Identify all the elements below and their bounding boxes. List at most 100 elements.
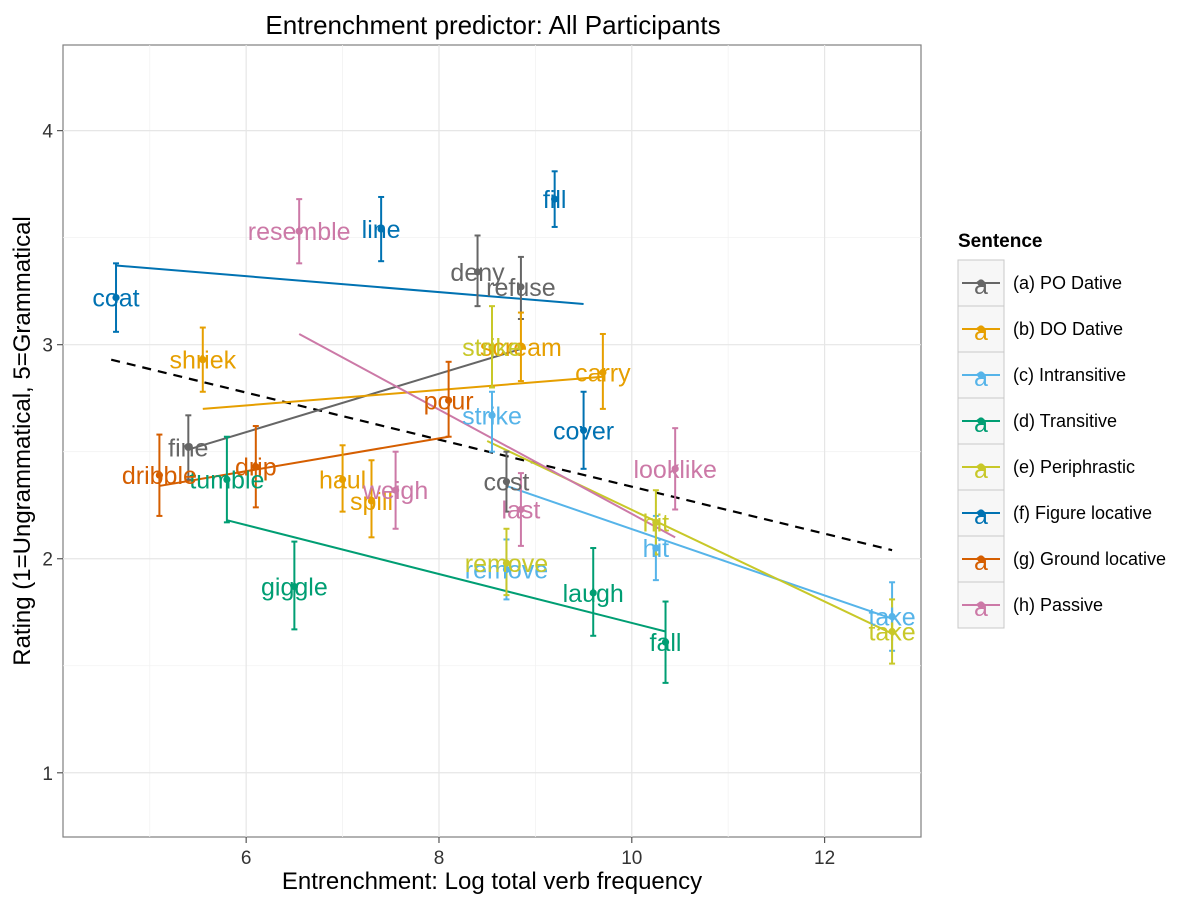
legend-key-glyph: a xyxy=(974,410,988,438)
data-point xyxy=(338,475,347,484)
legend: Sentence a (a) PO Dative a (b) DO Dative a (c… xyxy=(957,231,1166,629)
data-point xyxy=(473,268,482,276)
data-point xyxy=(502,478,511,486)
y-tick-label: 2 xyxy=(42,550,53,571)
data-point xyxy=(155,471,164,479)
point-label: cost xyxy=(484,469,530,497)
y-tick-label: 3 xyxy=(42,336,53,357)
data-point xyxy=(295,227,303,235)
point-label: hit xyxy=(643,509,669,537)
data-point xyxy=(223,475,231,484)
point-label: cover xyxy=(553,417,614,445)
point-label: carry xyxy=(575,360,631,388)
legend-key-glyph: a xyxy=(974,364,988,392)
data-point xyxy=(445,396,453,404)
point-labels: finedenyrefusecostshriekhaulspillscreamc… xyxy=(92,186,915,657)
point-label: fine xyxy=(168,434,208,462)
data-point xyxy=(252,463,260,471)
point-label: weigh xyxy=(362,477,428,505)
point-label: laugh xyxy=(563,580,624,608)
data-point xyxy=(652,518,660,526)
legend-key-point xyxy=(977,509,985,517)
data-point xyxy=(652,544,660,552)
x-tick-label: 8 xyxy=(434,848,445,869)
data-point xyxy=(517,505,525,514)
y-tick-label: 1 xyxy=(42,764,53,785)
point-label: strike xyxy=(462,402,522,430)
data-point xyxy=(517,343,525,351)
point-label: fall xyxy=(650,629,682,657)
overall-trend-line xyxy=(110,358,893,552)
legend-key-glyph: a xyxy=(974,272,988,300)
data-points xyxy=(112,195,896,646)
legend-key-point xyxy=(977,463,985,471)
legend-label: (a) PO Dative xyxy=(1013,273,1122,293)
series-fit-line xyxy=(115,264,584,306)
point-label: spill xyxy=(350,488,393,516)
legend-key-point xyxy=(977,555,985,563)
legend-label: (d) Transitive xyxy=(1013,411,1117,431)
data-point xyxy=(488,343,496,351)
point-label: line xyxy=(362,216,401,244)
point-label: looklike xyxy=(633,456,716,484)
y-tick-label: 4 xyxy=(42,122,53,143)
y-axis-title: Rating (1=Ungrammatical, 5=Grammatical xyxy=(9,216,36,666)
point-label: last xyxy=(501,496,540,524)
point-label: refuse xyxy=(486,274,555,302)
data-point xyxy=(199,356,207,364)
legend-items: a (a) PO Dative a (b) DO Dative a (c) Intrans… xyxy=(957,259,1166,629)
series-fit-line xyxy=(159,435,449,487)
legend-key-point xyxy=(977,279,985,287)
legend-label: (e) Periphrastic xyxy=(1013,457,1135,477)
point-label: take xyxy=(868,604,915,632)
point-label: hit xyxy=(643,535,669,563)
point-label: remove xyxy=(465,556,548,584)
series-fit-line xyxy=(298,333,676,539)
legend-key-point xyxy=(977,601,985,609)
data-point xyxy=(517,283,525,291)
legend-key-glyph: a xyxy=(974,548,988,576)
x-tick-label: 10 xyxy=(621,848,642,869)
point-label: take xyxy=(868,619,915,647)
data-point xyxy=(599,368,607,377)
series-fit-line xyxy=(202,375,603,410)
data-point xyxy=(377,225,385,233)
legend-key-point xyxy=(977,371,985,379)
series-fit-line xyxy=(188,347,522,451)
x-axis-title: Entrenchment: Log total verb frequency xyxy=(282,868,702,895)
grid-layer xyxy=(63,45,921,837)
data-point xyxy=(488,411,496,419)
point-label: tumble xyxy=(189,467,264,495)
point-label: coat xyxy=(92,285,139,313)
point-label: resemble xyxy=(248,218,351,246)
chart-title: Entrenchment predictor: All Participants xyxy=(265,10,720,40)
point-label: drip xyxy=(235,454,277,482)
data-point xyxy=(184,443,192,452)
fit-lines xyxy=(110,264,893,635)
point-label: haul xyxy=(319,467,366,495)
legend-label: (g) Ground locative xyxy=(1013,549,1166,569)
data-point xyxy=(290,582,298,591)
point-label: shriek xyxy=(169,347,236,375)
legend-label: (b) DO Dative xyxy=(1013,319,1123,339)
point-label: pour xyxy=(424,387,474,415)
data-point xyxy=(367,497,376,505)
legend-key-point xyxy=(977,325,985,333)
data-point xyxy=(391,486,400,494)
legend-key-glyph: a xyxy=(974,318,988,346)
legend-key-glyph: a xyxy=(974,502,988,530)
data-point xyxy=(502,565,511,574)
legend-label: (c) Intransitive xyxy=(1013,365,1126,385)
data-point xyxy=(502,559,511,567)
data-point xyxy=(112,293,120,302)
point-label: remove xyxy=(465,550,548,578)
legend-label: (h) Passive xyxy=(1013,595,1103,615)
data-point xyxy=(589,589,597,597)
point-label: strike xyxy=(462,334,522,362)
x-tick-label: 12 xyxy=(814,848,835,869)
data-point xyxy=(671,465,679,473)
data-point xyxy=(888,612,896,621)
